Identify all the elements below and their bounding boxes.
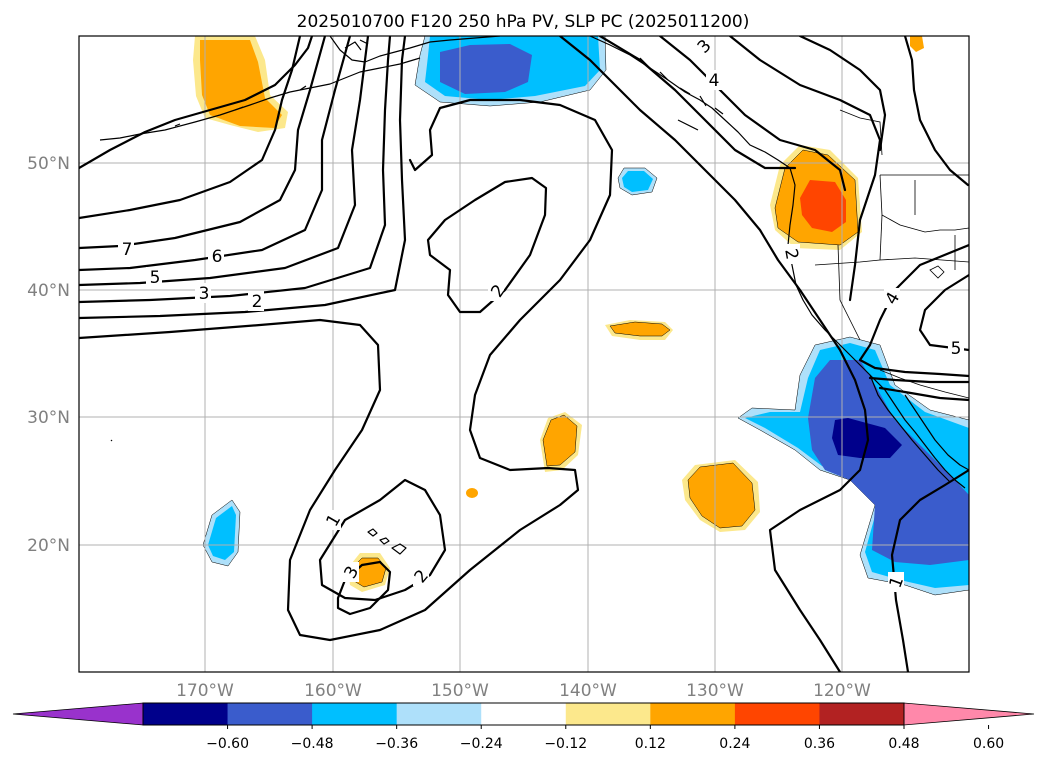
map-area: 7 6 5 3 2 2 4 2 5 1 3 2 1 4 — [79, 36, 969, 672]
contour-label-3: 3 — [199, 284, 210, 304]
colorbar-tick-labels: −0.60 −0.48 −0.36 −0.24 −0.12 0.12 0.24 0.36 0.4… — [206, 725, 1004, 752]
pv-positive-southeast-core — [687, 462, 756, 529]
isoline-south-east — [890, 468, 969, 672]
pv-positive-top-right — [910, 36, 924, 52]
pv-negative-west-core — [208, 506, 236, 560]
colorbar-segments — [143, 703, 905, 725]
colorbar-tick-label: −0.24 — [460, 736, 503, 752]
isoline-western-4 — [79, 36, 352, 272]
isoline-ne-3 — [728, 36, 882, 302]
lat-label-20n: 20°N — [27, 536, 70, 556]
map-frame — [78, 35, 970, 673]
colorbar: −0.60 −0.48 −0.36 −0.24 −0.12 0.12 0.24 0.36 0.4… — [12, 702, 1035, 752]
contour-label-4-bc: 4 — [709, 71, 720, 91]
colorbar-segment — [396, 703, 482, 725]
colorbar-segment — [481, 703, 567, 725]
isoline-western-1 — [79, 36, 314, 170]
colorbar-tick-label: −0.48 — [291, 736, 334, 752]
colorbar-segment — [227, 703, 313, 725]
isoline-ne-4 — [798, 36, 887, 152]
contour-label-2-coast: 2 — [780, 247, 802, 261]
colorbar-tick-label: 0.48 — [888, 736, 919, 752]
slp-isolines — [79, 36, 969, 672]
longitude-labels: 170°W 160°W 150°W 140°W 130°W 120°W — [176, 681, 871, 701]
isoline-east-4 — [878, 386, 969, 402]
isoline-ne-5 — [903, 36, 969, 187]
colorbar-tick-label: −0.36 — [375, 736, 418, 752]
colorbar-extend-low — [12, 702, 144, 726]
isoline-closed-north — [426, 176, 548, 314]
lon-label-120w: 120°W — [813, 681, 871, 701]
colorbar-tick-label: 0.24 — [719, 736, 750, 752]
isoline-east-1 — [918, 273, 969, 352]
pv-positive-strip-core — [609, 321, 671, 337]
isoline-meridional — [558, 36, 870, 672]
contour-labels: 7 6 5 3 2 2 4 2 5 1 3 2 1 4 — [118, 36, 964, 592]
colorbar-tick-label: 0.36 — [804, 736, 835, 752]
isoline-central-loop — [79, 98, 614, 642]
lon-label-160w: 160°W — [304, 681, 362, 701]
contour-label-7: 7 — [122, 240, 133, 260]
political-borders — [814, 109, 969, 399]
colorbar-tick-label: −0.12 — [544, 736, 587, 752]
pv-positive-dot — [466, 488, 478, 498]
pv-negative-southwest-strong — [808, 360, 969, 565]
lat-label-30n: 30°N — [27, 408, 70, 428]
colorbar-tick-label: 0.60 — [973, 736, 1004, 752]
latitude-labels: 50°N 40°N 30°N 20°N — [27, 154, 70, 556]
lat-label-50n: 50°N — [27, 154, 70, 174]
isoline-western-3 — [79, 36, 327, 250]
lon-label-170w: 170°W — [176, 681, 234, 701]
gridlines — [79, 36, 969, 672]
colorbar-tick-label: −0.60 — [206, 736, 249, 752]
colorbar-segment — [734, 703, 820, 725]
figure-title: 2025010700 F120 250 hPa PV, SLP PC (2025… — [297, 12, 750, 32]
pv-positive-mid-core — [542, 414, 578, 467]
pv-positive-pacific-nw-strong — [800, 180, 846, 232]
contour-label-5: 5 — [150, 268, 161, 288]
colorbar-extend-high — [903, 702, 1035, 726]
isoline-ne-2 — [658, 36, 847, 192]
contour-label-2-west: 2 — [252, 292, 263, 312]
colorbar-outline — [142, 702, 905, 726]
lon-label-130w: 130°W — [686, 681, 744, 701]
isoline-western-7 — [79, 36, 407, 320]
colorbar-segment — [819, 703, 905, 725]
isoline-western-6 — [79, 36, 392, 304]
pv-negative-gulf-alaska-strong — [440, 44, 532, 94]
pv-negative-small-north-core — [622, 171, 653, 192]
isoline-western-5 — [79, 36, 370, 287]
colorbar-segment — [650, 703, 736, 725]
isoline-ne-1 — [598, 36, 797, 170]
isoline-east-3 — [868, 376, 969, 384]
colorbar-segment — [312, 703, 398, 725]
lat-label-40n: 40°N — [27, 281, 70, 301]
lon-label-140w: 140°W — [559, 681, 617, 701]
contour-label-6: 6 — [212, 247, 223, 267]
isoline-east-2 — [858, 243, 969, 378]
colorbar-segment — [565, 703, 651, 725]
colorbar-tick-label: 0.12 — [635, 736, 666, 752]
isoline-hawaii-outer — [318, 478, 447, 602]
contour-label-5-east: 5 — [951, 339, 962, 359]
lon-label-150w: 150°W — [431, 681, 489, 701]
colorbar-segment — [143, 703, 229, 725]
isoline-western-2 — [79, 36, 302, 220]
